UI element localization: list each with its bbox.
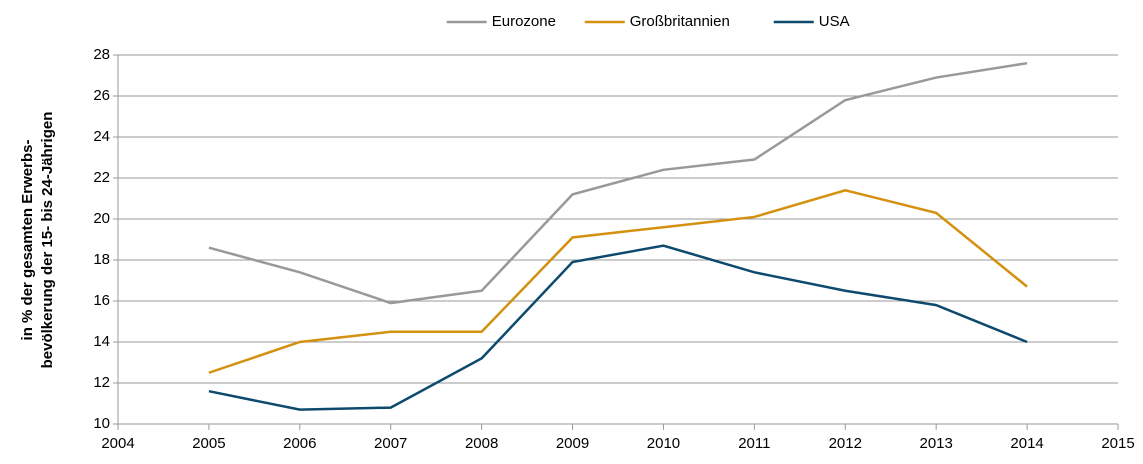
y-tick-label: 16 bbox=[93, 292, 110, 309]
y-axis-title: in % der gesamten Erwerbs- bevölkerung d… bbox=[19, 112, 56, 369]
legend-label: USA bbox=[819, 13, 850, 30]
x-tick-label: 2011 bbox=[738, 435, 770, 452]
y-axis-title-line: in % der gesamten Erwerbs- bbox=[19, 140, 36, 341]
x-tick-label: 2007 bbox=[374, 435, 407, 452]
y-tick-label: 28 bbox=[93, 46, 110, 63]
series-line bbox=[208, 189, 1028, 374]
y-tick-label: 12 bbox=[93, 374, 110, 391]
y-tick-label: 24 bbox=[93, 128, 110, 145]
series-line bbox=[208, 61, 1028, 305]
y-tick-label: 10 bbox=[93, 415, 110, 432]
y-tick-label: 18 bbox=[93, 251, 110, 268]
x-tick-label: 2008 bbox=[465, 435, 498, 452]
x-tick-label: 2012 bbox=[829, 435, 862, 452]
legend-label: Großbritannien bbox=[630, 13, 730, 30]
x-tick-label: 2006 bbox=[283, 435, 316, 452]
x-tick-label: 2009 bbox=[556, 435, 589, 452]
y-tick-label: 20 bbox=[93, 210, 110, 227]
y-axis-title-line: bevölkerung der 15- bis 24-Jährigen bbox=[39, 112, 56, 369]
x-tick-label: 2013 bbox=[919, 435, 952, 452]
y-tick-label: 14 bbox=[93, 333, 110, 350]
x-tick-label: 2010 bbox=[647, 435, 680, 452]
x-tick-label: 2014 bbox=[1010, 435, 1043, 452]
series-line bbox=[208, 244, 1028, 411]
legend-label: Eurozone bbox=[492, 13, 556, 30]
x-tick-label: 2005 bbox=[192, 435, 225, 452]
y-tick-label: 26 bbox=[93, 87, 110, 104]
y-tick-label: 22 bbox=[93, 169, 110, 186]
x-tick-label: 2004 bbox=[101, 435, 134, 452]
x-tick-label: 2015 bbox=[1101, 435, 1134, 452]
